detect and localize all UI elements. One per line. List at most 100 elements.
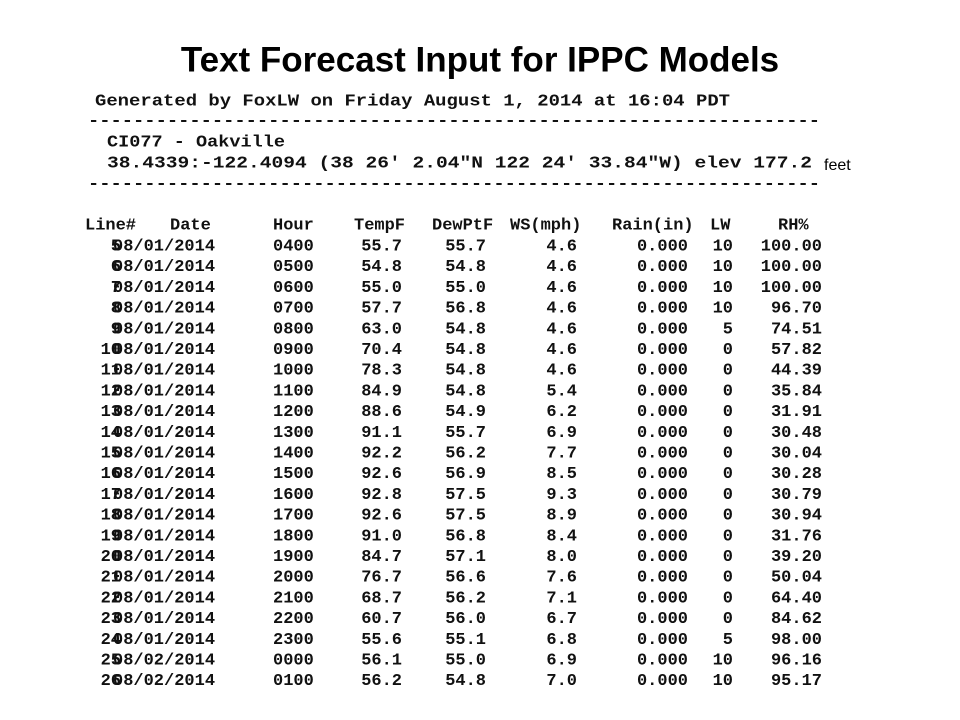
table-cell: 84.62 (771, 610, 822, 629)
table-cell: 55.0 (445, 651, 486, 670)
table-cell: 50.04 (771, 569, 822, 588)
table-cell: 0.000 (637, 237, 688, 256)
table-cell: 30.04 (771, 444, 822, 463)
table-cell: 4.6 (546, 258, 577, 277)
table-cell: 5 (111, 237, 121, 256)
table-cell: 0 (723, 507, 733, 526)
table-cell: 08/01/2014 (113, 362, 215, 381)
table-cell: 25 (101, 651, 121, 670)
table-cell: 74.51 (771, 320, 822, 339)
table-cell: 31.91 (771, 403, 822, 422)
table-cell: 95.17 (771, 672, 822, 691)
slide-title: Text Forecast Input for IPPC Models (181, 40, 779, 79)
table-cell: 35.84 (771, 382, 822, 401)
table-cell: 4.6 (546, 362, 577, 381)
table-cell: 5 (723, 631, 733, 650)
table-cell: 0800 (273, 320, 314, 339)
table-cell: 54.8 (445, 362, 486, 381)
table-cell: 0 (723, 341, 733, 360)
table-cell: 55.6 (361, 631, 402, 650)
table-cell: 6 (111, 258, 121, 277)
generated-line: Generated by FoxLW on Friday August 1, 2… (95, 92, 730, 111)
table-cell: 10 (713, 279, 733, 298)
table-cell: 0 (723, 486, 733, 505)
table-cell: 7.0 (546, 672, 577, 691)
column-header: WS(mph) (510, 216, 581, 235)
table-cell: 100.00 (761, 237, 822, 256)
table-cell: 55.7 (361, 237, 402, 256)
table-cell: 8.5 (546, 465, 577, 484)
table-cell: 55.7 (445, 424, 486, 443)
table-cell: 5.4 (546, 382, 577, 401)
table-cell: 08/01/2014 (113, 589, 215, 608)
table-cell: 08/01/2014 (113, 465, 215, 484)
table-cell: 1300 (273, 424, 314, 443)
table-cell: 0 (723, 362, 733, 381)
table-cell: 0.000 (637, 403, 688, 422)
location: 38.4339:-122.4094 (38 26' 2.04"N 122 24'… (107, 154, 812, 173)
table-cell: 08/02/2014 (113, 672, 215, 691)
station: CI077 - Oakville (107, 133, 285, 152)
table-cell: 30.48 (771, 424, 822, 443)
table-cell: 39.20 (771, 548, 822, 567)
table-cell: 0.000 (637, 444, 688, 463)
table-cell: 56.2 (445, 589, 486, 608)
table-cell: 0 (723, 548, 733, 567)
table-cell: 0 (723, 424, 733, 443)
table-cell: 0600 (273, 279, 314, 298)
table-cell: 15 (101, 444, 121, 463)
table-cell: 0.000 (637, 672, 688, 691)
table-cell: 84.7 (361, 548, 402, 567)
table-cell: 76.7 (361, 569, 402, 588)
table-cell: 1500 (273, 465, 314, 484)
elev-unit: feet (824, 157, 851, 174)
table-cell: 08/01/2014 (113, 548, 215, 567)
table-cell: 44.39 (771, 362, 822, 381)
table-cell: 57.5 (445, 507, 486, 526)
table-cell: 54.8 (445, 320, 486, 339)
table-cell: 0.000 (637, 548, 688, 567)
table-cell: 4.6 (546, 279, 577, 298)
table-cell: 56.9 (445, 465, 486, 484)
table-cell: 0.000 (637, 527, 688, 546)
table-cell: 68.7 (361, 589, 402, 608)
table-cell: 0000 (273, 651, 314, 670)
table-cell: 0 (723, 444, 733, 463)
table-cell: 0.000 (637, 610, 688, 629)
table-cell: 0.000 (637, 320, 688, 339)
table-cell: 63.0 (361, 320, 402, 339)
table-cell: 23 (101, 610, 121, 629)
table-cell: 2300 (273, 631, 314, 650)
table-cell: 26 (101, 672, 121, 691)
column-header: Hour (273, 216, 314, 235)
table-cell: 1700 (273, 507, 314, 526)
table-cell: 91.1 (361, 424, 402, 443)
table-cell: 10 (713, 237, 733, 256)
table-cell: 0.000 (637, 569, 688, 588)
table-cell: 92.6 (361, 465, 402, 484)
table-cell: 7.7 (546, 444, 577, 463)
table-cell: 56.0 (445, 610, 486, 629)
table-cell: 0 (723, 610, 733, 629)
column-header: RH% (778, 216, 809, 235)
table-cell: 57.5 (445, 486, 486, 505)
table-cell: 4.6 (546, 300, 577, 319)
table-cell: 0 (723, 382, 733, 401)
table-cell: 0900 (273, 341, 314, 360)
table-cell: 0.000 (637, 258, 688, 277)
table-cell: 64.40 (771, 589, 822, 608)
table-cell: 1600 (273, 486, 314, 505)
table-cell: 0.000 (637, 341, 688, 360)
column-header: Date (170, 216, 211, 235)
table-cell: 13 (101, 403, 121, 422)
separator: ----------------------------------------… (88, 175, 820, 194)
table-cell: 08/01/2014 (113, 341, 215, 360)
table-cell: 0.000 (637, 465, 688, 484)
table-cell: 78.3 (361, 362, 402, 381)
table-cell: 54.8 (445, 672, 486, 691)
table-cell: 55.1 (445, 631, 486, 650)
table-cell: 10 (713, 300, 733, 319)
table-cell: 55.0 (361, 279, 402, 298)
table-cell: 10 (713, 258, 733, 277)
column-header: Rain(in) (612, 216, 694, 235)
